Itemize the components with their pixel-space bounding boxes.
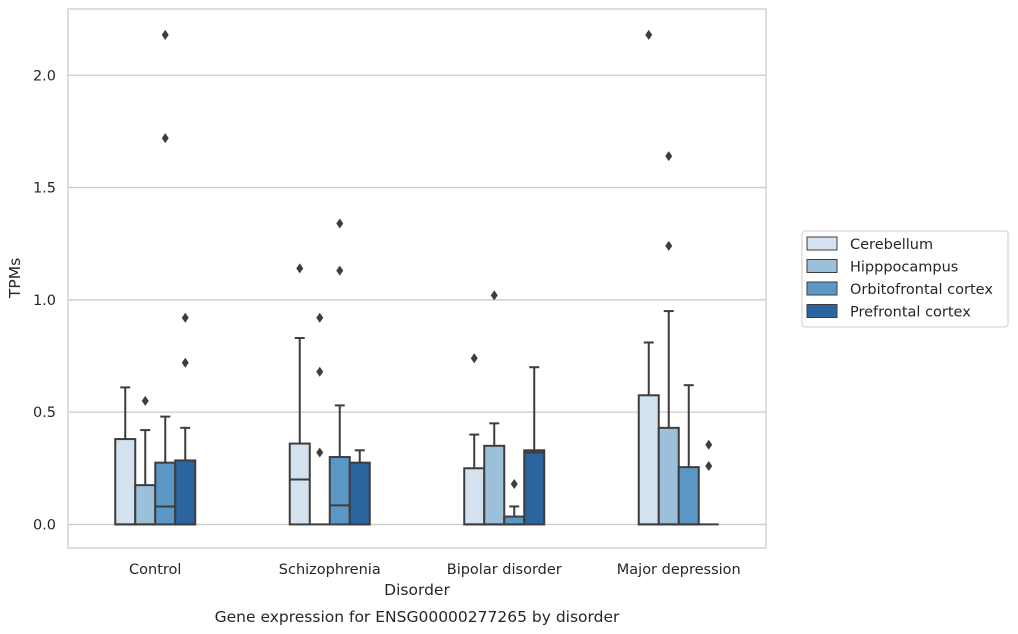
- outlier-point: [181, 357, 189, 368]
- y-tick-label: 0.0: [33, 517, 56, 533]
- plot-frame: [67, 8, 767, 549]
- box-prefrontal-cortex: [523, 366, 546, 526]
- x-tick-label: Major depression: [617, 562, 741, 578]
- box-orbitofrontal-cortex: [677, 384, 700, 526]
- box-prefrontal-cortex: [348, 449, 371, 526]
- legend-label: Prefrontal cortex: [850, 305, 971, 321]
- box-cerebellum: [463, 353, 486, 526]
- figure-caption: Gene expression for ENSG00000277265 by d…: [215, 608, 620, 626]
- legend-swatch: [806, 259, 838, 273]
- box-body: [174, 459, 197, 526]
- box-cerebellum: [637, 29, 660, 526]
- legend: Cerebellum Hipppocampus Orbitofrontal cort…: [801, 230, 1009, 328]
- box-body: [288, 442, 311, 526]
- legend-label: Orbitofrontal cortex: [850, 282, 993, 298]
- box-hipppocampus: [309, 312, 330, 526]
- box-orbitofrontal-cortex: [503, 478, 526, 526]
- y-tick-label: 1.5: [33, 181, 56, 197]
- outlier-point: [665, 151, 673, 162]
- outlier-point: [316, 312, 324, 323]
- legend-label: Cerebellum: [850, 237, 933, 253]
- box-hipppocampus: [134, 395, 157, 526]
- outlier-point: [336, 218, 344, 229]
- box-body: [348, 461, 371, 526]
- outlier-point: [316, 366, 324, 377]
- outlier-point: [181, 312, 189, 323]
- box-orbitofrontal-cortex: [154, 29, 177, 526]
- outlier-point: [296, 263, 304, 274]
- x-axis-label: Disorder: [384, 581, 450, 599]
- box-body: [503, 515, 526, 526]
- outlier-point: [665, 240, 673, 251]
- box-prefrontal-cortex: [174, 312, 197, 526]
- box-body: [637, 394, 660, 526]
- box-body: [463, 467, 486, 526]
- box-body: [523, 449, 546, 526]
- outlier-point: [705, 461, 713, 472]
- outlier-point: [161, 133, 169, 144]
- outlier-point: [470, 353, 478, 364]
- x-tick-label: Control: [129, 562, 181, 578]
- outlier-point: [316, 447, 324, 458]
- legend-swatch: [806, 236, 838, 251]
- box-hipppocampus: [657, 151, 680, 526]
- outlier-point: [645, 29, 653, 40]
- outlier-point: [490, 290, 498, 301]
- box-body: [677, 466, 700, 526]
- outlier-point: [161, 29, 169, 40]
- box-body: [134, 484, 157, 526]
- box-body: [154, 461, 177, 526]
- legend-swatch: [806, 304, 838, 318]
- box-body: [657, 426, 680, 526]
- y-tick-label: 1.0: [33, 293, 56, 309]
- box-body: [483, 444, 506, 526]
- x-tick-label: Schizophrenia: [279, 562, 381, 578]
- legend-frame: [801, 230, 1009, 328]
- x-tick-labels: Control Schizophrenia Bipolar disorder Majo…: [129, 562, 741, 578]
- box-body: [328, 456, 351, 526]
- boxes: [114, 29, 719, 526]
- outlier-point: [336, 265, 344, 276]
- y-tick-label: 2.0: [33, 68, 56, 84]
- box-cerebellum: [114, 386, 137, 526]
- box-prefrontal-cortex: [698, 439, 719, 526]
- box-body: [114, 438, 137, 526]
- y-axis-label: TPMs: [6, 258, 24, 299]
- outlier-point: [705, 439, 713, 450]
- box-orbitofrontal-cortex: [328, 218, 351, 526]
- y-tick-labels: 0.0 0.5 1.0 1.5 2.0: [33, 68, 56, 533]
- legend-label: Hipppocampus: [850, 260, 958, 276]
- legend-swatch: [806, 281, 838, 296]
- box-cerebellum: [288, 263, 311, 526]
- y-tick-label: 0.5: [33, 405, 56, 421]
- box-hipppocampus: [483, 290, 506, 526]
- outlier-point: [141, 395, 149, 406]
- outlier-point: [510, 478, 518, 489]
- x-tick-label: Bipolar disorder: [447, 562, 562, 578]
